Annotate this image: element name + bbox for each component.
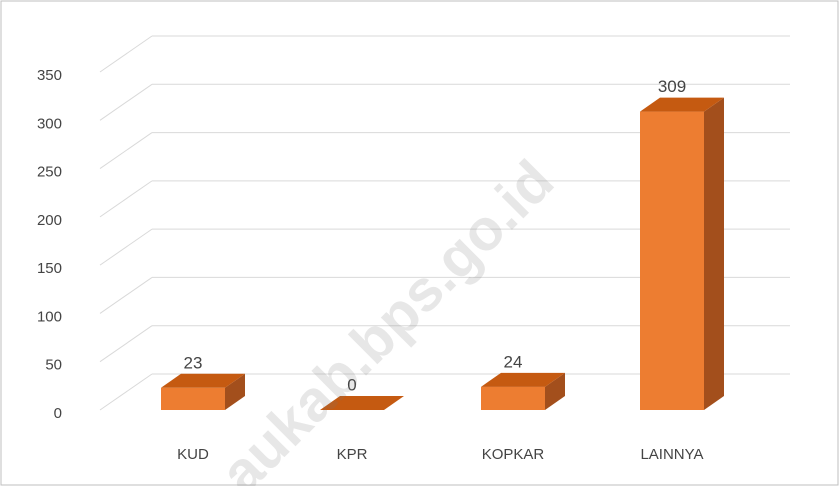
x-tick-label: KUD bbox=[177, 446, 209, 463]
data-label: 309 bbox=[658, 77, 686, 96]
grid-line-depth bbox=[99, 180, 153, 218]
x-tick-label: KOPKAR bbox=[482, 446, 545, 463]
bar bbox=[161, 373, 245, 410]
bar-side bbox=[225, 373, 245, 410]
x-tick-label: LAINNYA bbox=[640, 446, 703, 463]
bar-top bbox=[640, 97, 724, 112]
bar-top bbox=[320, 396, 404, 410]
grid-line-depth bbox=[99, 325, 153, 363]
grid-line-depth bbox=[99, 373, 153, 411]
y-tick-label: 350 bbox=[37, 67, 62, 84]
y-tick-label: 150 bbox=[37, 260, 62, 277]
y-tick-label: 50 bbox=[45, 357, 62, 374]
y-tick-label: 0 bbox=[54, 405, 62, 422]
y-tick-label: 250 bbox=[37, 164, 62, 181]
grid-line-depth bbox=[99, 83, 153, 121]
bar-side bbox=[545, 372, 565, 410]
y-tick-label: 300 bbox=[37, 115, 62, 132]
data-label: 23 bbox=[184, 353, 203, 372]
y-tick-label: 200 bbox=[37, 212, 62, 229]
grid-line-depth bbox=[99, 35, 153, 73]
bar-top bbox=[481, 372, 565, 387]
bar-front bbox=[481, 386, 545, 410]
data-label: 24 bbox=[504, 352, 523, 371]
grid-line-depth bbox=[99, 228, 153, 266]
x-tick-label: KPR bbox=[337, 446, 368, 463]
grid-line-depth bbox=[99, 132, 153, 169]
y-tick-label: 100 bbox=[37, 308, 62, 325]
grid-line-depth bbox=[99, 277, 153, 314]
bar bbox=[481, 372, 565, 410]
bar-front bbox=[161, 387, 225, 410]
bar-side bbox=[704, 97, 724, 410]
bar-front bbox=[640, 111, 704, 410]
data-label: 0 bbox=[347, 375, 356, 394]
bar bbox=[320, 396, 404, 410]
bar-top bbox=[161, 373, 245, 388]
bar bbox=[640, 97, 724, 410]
